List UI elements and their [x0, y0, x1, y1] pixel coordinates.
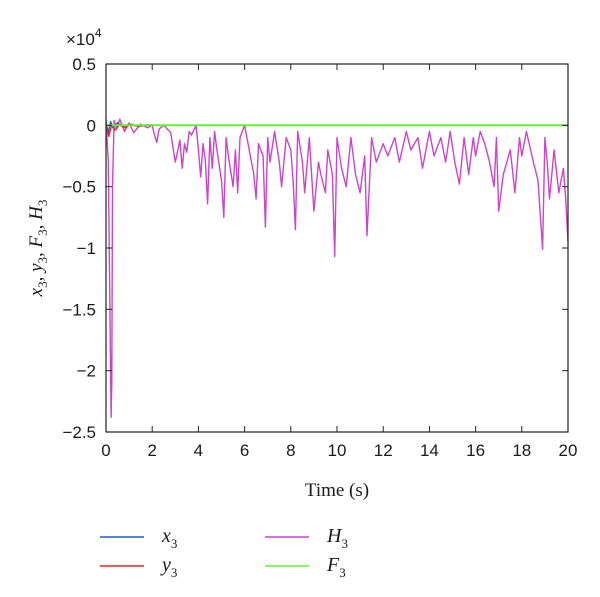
- y-scale-factor: ×104: [66, 26, 102, 49]
- legend-label: F3: [326, 554, 346, 580]
- legend-item-H3: H3: [265, 525, 348, 551]
- y-tick-label: −1: [77, 239, 96, 258]
- y-axis-ticks: 0.5 0 −0.5 −1 −1.5 −2 −2.5: [62, 55, 568, 442]
- y-tick-label: 0: [87, 116, 96, 135]
- x-tick-label: 4: [194, 441, 203, 460]
- x-tick-label: 18: [512, 441, 531, 460]
- x-tick-label: 6: [240, 441, 249, 460]
- x-tick-label: 14: [420, 441, 439, 460]
- legend-item-x3: x3: [100, 525, 177, 551]
- legend-label: y3: [160, 554, 177, 580]
- y-axis-title: x3, y3, F3, H3: [26, 200, 50, 298]
- y-tick-label: −1.5: [62, 300, 96, 319]
- x-tick-label: 12: [374, 441, 393, 460]
- legend-label: H3: [326, 525, 348, 551]
- x-tick-label: 0: [101, 441, 110, 460]
- x-tick-label: 2: [147, 441, 156, 460]
- x-axis-ticks: 0 2 4 6 8 10 12 14 16 18 20: [101, 64, 577, 460]
- legend-label: x3: [161, 525, 177, 551]
- legend-item-y3: y3: [100, 554, 177, 580]
- x-tick-label: 8: [286, 441, 295, 460]
- x-tick-label: 10: [328, 441, 347, 460]
- legend-item-F3: F3: [265, 554, 346, 580]
- x-tick-label: 16: [466, 441, 485, 460]
- x-axis-title: Time (s): [305, 480, 369, 501]
- series-x3-line: [105, 120, 568, 134]
- y-tick-label: −2: [77, 362, 96, 381]
- legend: x3 y3 H3 F3: [100, 525, 348, 580]
- y-tick-label: 0.5: [72, 55, 96, 74]
- x-tick-label: 20: [559, 441, 578, 460]
- y-tick-label: −0.5: [62, 178, 96, 197]
- plot-frame: [105, 63, 569, 433]
- plot-lines: [105, 118, 569, 418]
- y-tick-label: −2.5: [62, 423, 96, 442]
- series-H3-line: [105, 118, 569, 418]
